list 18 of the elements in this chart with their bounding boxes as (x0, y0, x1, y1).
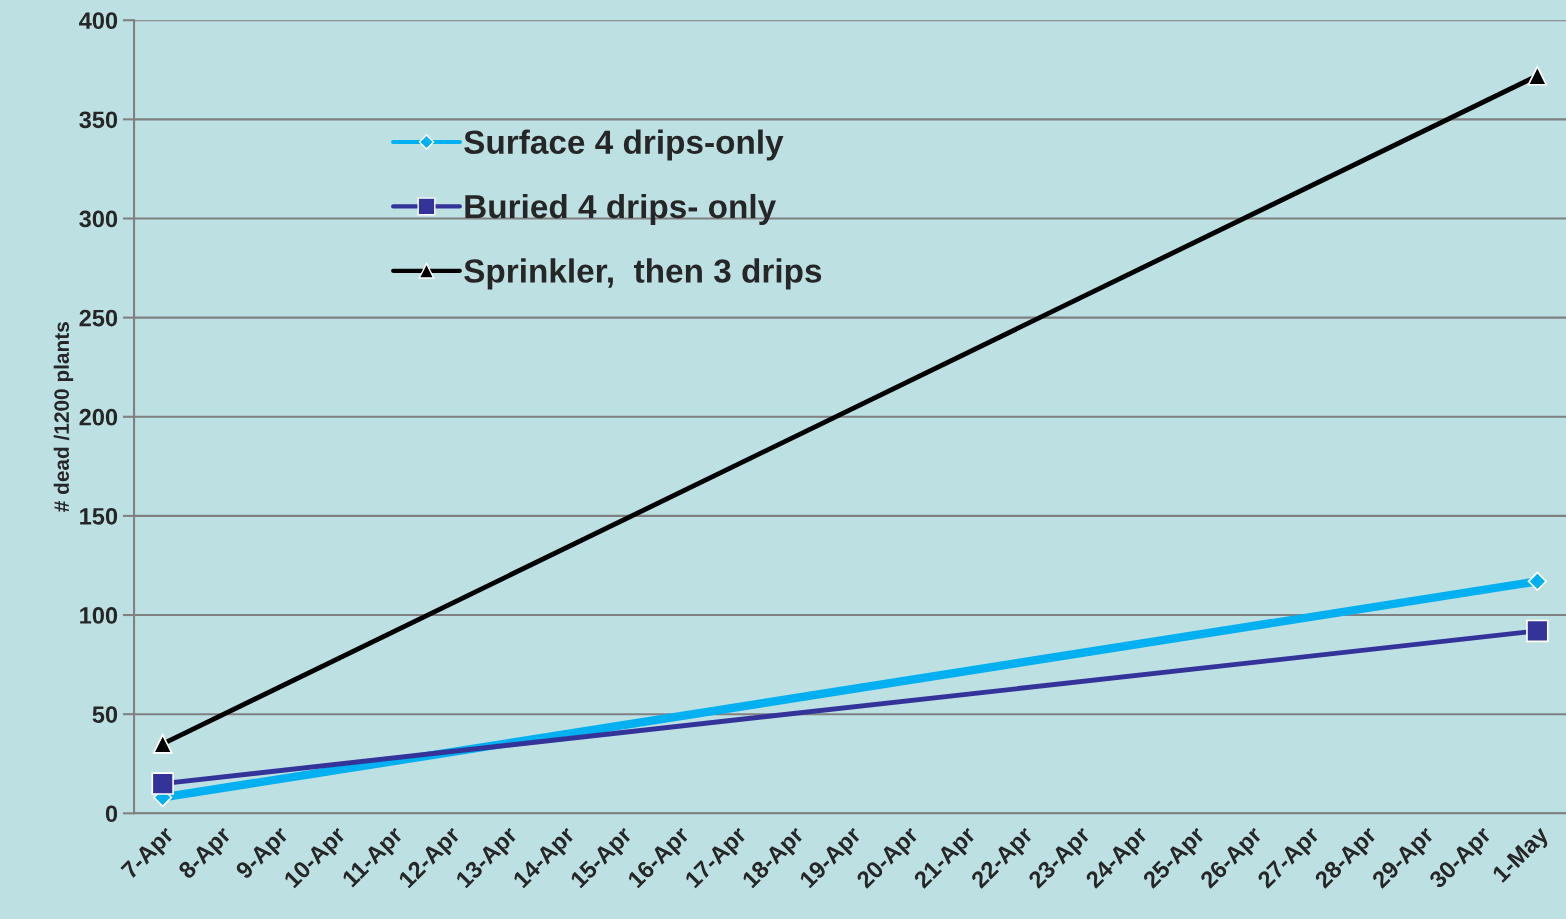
point (152, 734, 173, 754)
point (1527, 65, 1548, 86)
point (151, 772, 174, 795)
y-tick-label: 150 (80, 507, 118, 525)
y-tick-label: 100 (80, 607, 118, 624)
y-tick-label: 400 (79, 12, 118, 30)
legend-label: Buried 4 drips- only (465, 193, 776, 226)
point (1527, 571, 1548, 592)
point (1526, 619, 1549, 643)
y-tick-label: 250 (79, 309, 118, 327)
legend-label: Surface 4 drips-only (464, 129, 784, 161)
y-tick-label: 200 (79, 408, 118, 426)
y-tick-label: 350 (79, 111, 118, 129)
y-tick-label: 0 (105, 805, 118, 823)
y-tick-label: 300 (79, 210, 118, 228)
y-tick-label: 50 (92, 706, 118, 723)
y-axis-title: # dead /1200 plants (53, 322, 74, 512)
legend-label: Sprinkler, then 3 drips (464, 258, 822, 290)
